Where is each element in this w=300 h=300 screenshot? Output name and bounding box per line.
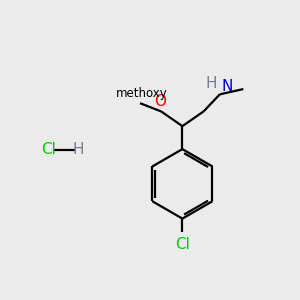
Text: Cl: Cl xyxy=(41,142,56,158)
Text: N: N xyxy=(221,79,233,94)
Text: Cl: Cl xyxy=(175,237,190,252)
Text: H: H xyxy=(205,76,217,91)
Text: methoxy: methoxy xyxy=(116,87,167,100)
Text: methoxy: methoxy xyxy=(130,98,136,100)
Text: H: H xyxy=(72,142,84,158)
Text: O: O xyxy=(154,94,166,109)
